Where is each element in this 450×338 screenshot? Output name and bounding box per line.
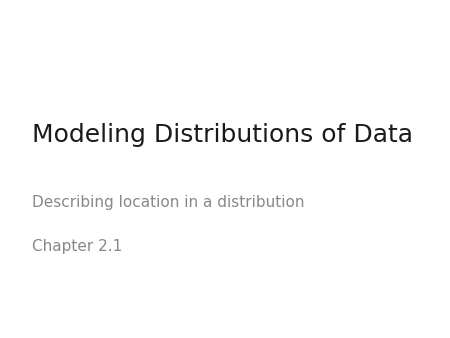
Text: Chapter 2.1: Chapter 2.1 xyxy=(32,239,122,254)
Text: Modeling Distributions of Data: Modeling Distributions of Data xyxy=(32,123,413,147)
Text: Describing location in a distribution: Describing location in a distribution xyxy=(32,195,304,210)
